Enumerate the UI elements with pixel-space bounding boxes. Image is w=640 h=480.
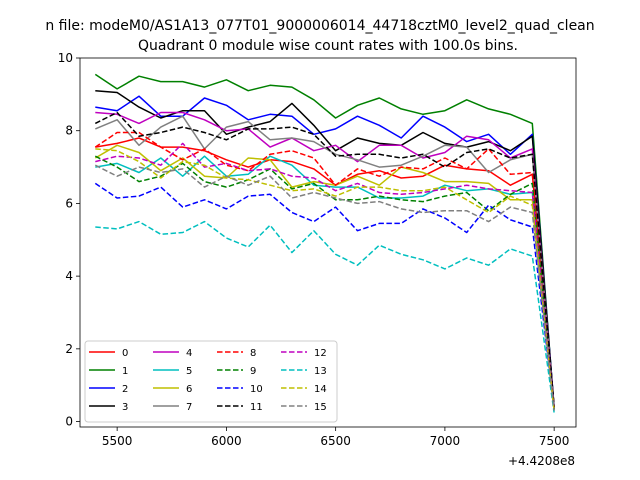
legend-label-1: 1 bbox=[122, 366, 128, 377]
x-tick-label: 7500 bbox=[539, 434, 570, 448]
series-line-0 bbox=[95, 137, 555, 408]
legend-label-8: 8 bbox=[250, 348, 256, 359]
legend-label-13: 13 bbox=[314, 366, 327, 377]
legend-label-7: 7 bbox=[186, 402, 192, 413]
chart-title: Quadrant 0 module wise count rates with … bbox=[138, 38, 518, 54]
series-group bbox=[94, 73, 555, 413]
series-line-12 bbox=[95, 142, 555, 411]
legend-label-3: 3 bbox=[122, 402, 128, 413]
series-line-15 bbox=[94, 164, 555, 411]
y-tick-label: 0 bbox=[65, 415, 73, 429]
axes-frame bbox=[79, 57, 577, 428]
legend-label-11: 11 bbox=[250, 402, 263, 413]
series-line-13 bbox=[95, 220, 555, 413]
plot-area: 5500 6000 6500 7000 750002468100123456789101… bbox=[58, 51, 577, 448]
legend-label-14: 14 bbox=[314, 384, 327, 395]
x-tick-label: 6500 bbox=[320, 434, 351, 448]
legend-label-10: 10 bbox=[250, 384, 263, 395]
series-line-1 bbox=[94, 73, 555, 409]
series-line-14 bbox=[95, 148, 555, 411]
legend-label-12: 12 bbox=[314, 348, 327, 359]
x-tick-label: 5500 bbox=[102, 434, 133, 448]
x-offset-label: +4.4208e8 bbox=[508, 454, 575, 468]
series-line-6 bbox=[94, 144, 555, 411]
legend-frame bbox=[84, 340, 338, 423]
series-line-10 bbox=[94, 182, 555, 409]
legend-label-5: 5 bbox=[186, 366, 192, 377]
legend-label-0: 0 bbox=[122, 348, 128, 359]
series-line-8 bbox=[94, 131, 555, 408]
x-tick-label: 6000 bbox=[211, 434, 242, 448]
legend-label-15: 15 bbox=[314, 402, 327, 413]
legend-label-4: 4 bbox=[186, 348, 192, 359]
legend-label-2: 2 bbox=[122, 384, 128, 395]
y-tick-label: 4 bbox=[65, 269, 73, 283]
legend-label-6: 6 bbox=[186, 384, 192, 395]
series-line-5 bbox=[95, 155, 555, 411]
x-tick-label: 7000 bbox=[430, 434, 461, 448]
y-tick-label: 10 bbox=[58, 51, 73, 65]
series-line-11 bbox=[94, 111, 555, 408]
legend-label-9: 9 bbox=[250, 366, 256, 377]
y-tick-label: 2 bbox=[65, 342, 73, 356]
suptitle: n file: modeM0/AS1A13_077T01_9000006014_… bbox=[45, 18, 594, 34]
series-line-3 bbox=[95, 89, 555, 408]
y-tick-label: 8 bbox=[65, 124, 73, 138]
y-tick-label: 6 bbox=[65, 196, 73, 210]
